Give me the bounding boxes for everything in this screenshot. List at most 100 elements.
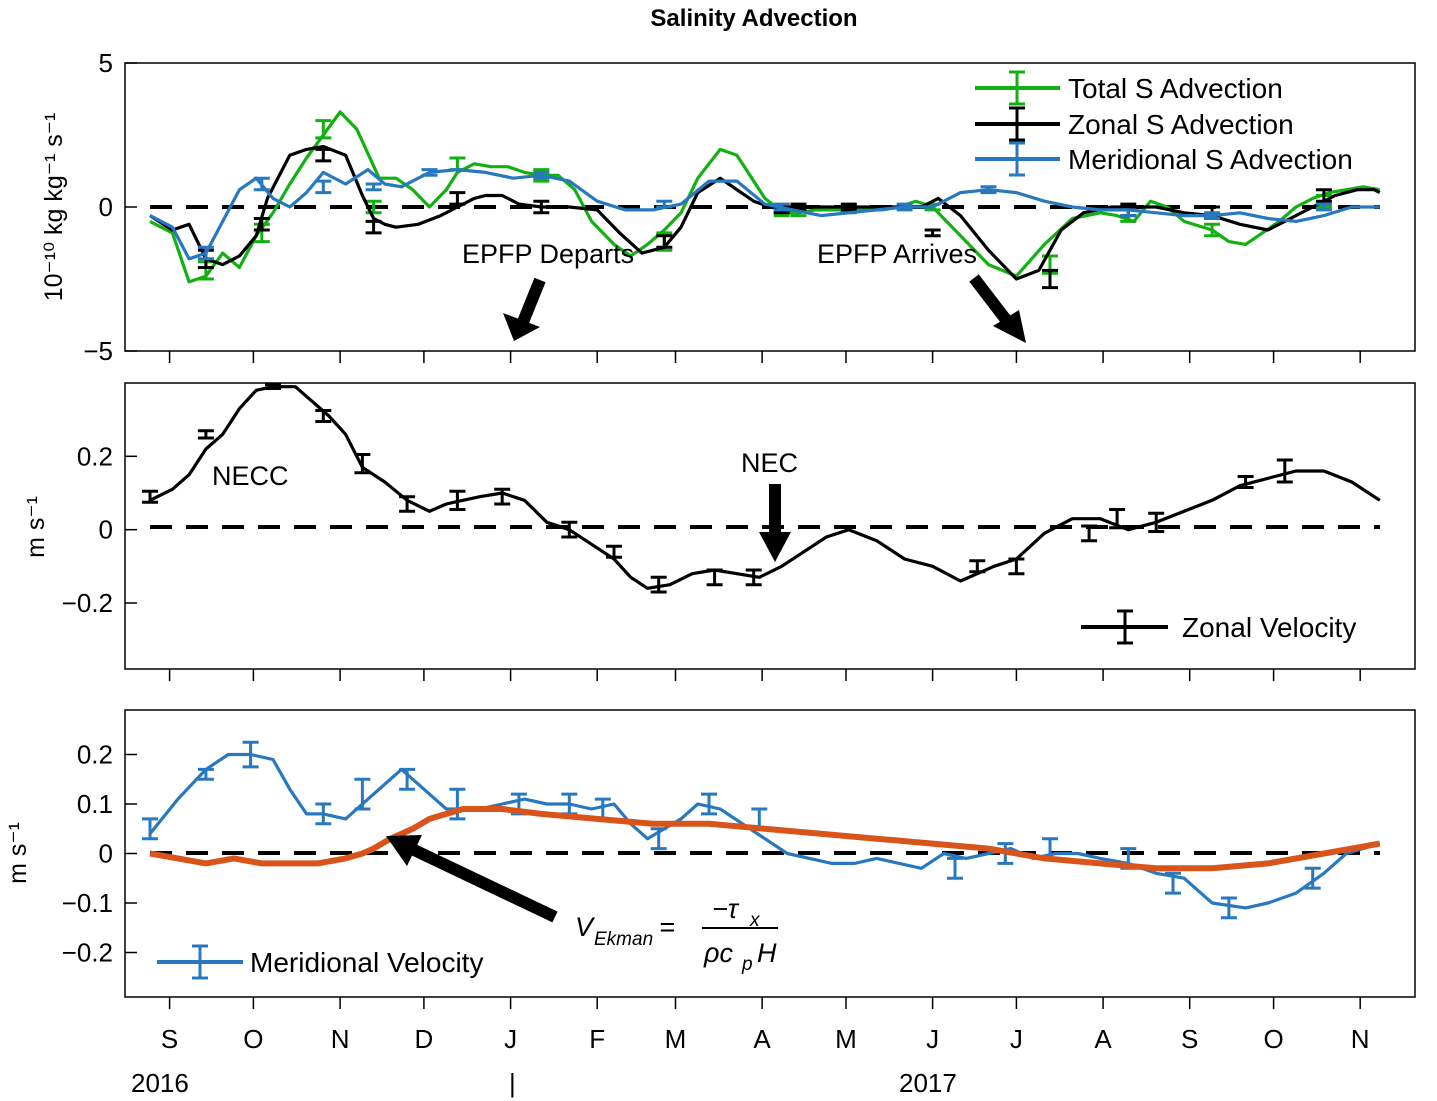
panel-3-series-0-errorbar-4 [354, 777, 371, 811]
panel-2-series-0-errorbar-15 [1081, 524, 1098, 543]
legend-meridional-velocity-errorbar [192, 944, 208, 980]
panel-1-series-1-line [149, 144, 1381, 281]
panel-3-series-0-errorbar-10 [650, 827, 667, 851]
panel-2-series-0-errorbar-8 [561, 520, 578, 539]
panel-2-series-0-errorbar-5 [399, 495, 416, 513]
month-label-4: J [504, 1024, 517, 1054]
panel-1-legend: Total S Advection Zonal S Advection Meri… [975, 70, 1353, 177]
panel-1-series-2-line [149, 168, 1380, 261]
panel-2-ytick-label-1: 0 [99, 515, 113, 545]
panel-1-series-2-errorbar-4 [421, 168, 438, 177]
ekman-denominator-rho-c: ρc [703, 938, 733, 968]
arrow-ekman [386, 835, 558, 923]
panel-2-frame [124, 382, 1416, 670]
ekman-denominator-h: H [757, 938, 777, 968]
panel-2-series-0-errorbar-9 [606, 544, 622, 559]
arrow-epfp-arrives [969, 274, 1026, 343]
panel-3-series-0-errorbar-19 [1304, 866, 1321, 890]
panel-1-series-2-errorbar-2 [315, 179, 332, 195]
panel-1-series-2-errorbar-7 [773, 202, 790, 212]
panel-1-series-2-errorbar-3 [365, 182, 382, 192]
panel-3-ylabel: m s⁻¹ [4, 822, 32, 884]
panel-2-series-0-errorbar-6 [449, 489, 466, 511]
panel-1-series-2-errorbar-12 [1315, 202, 1332, 212]
annotation-epfp-departs: EPFP Departs [462, 239, 634, 269]
panel-2-series-0-errorbar-13 [969, 559, 986, 574]
panel-3-series-0-errorbar-3 [315, 802, 332, 826]
panel-1-series-2-errorbar-5 [533, 170, 550, 180]
panel-1-series-1-errorbar-10 [924, 228, 941, 238]
panel-2-series-0-errorbar-2 [265, 383, 281, 390]
year-label-2017: 2017 [899, 1068, 957, 1098]
panel-3-series-0-errorbar-0 [142, 817, 158, 841]
panel-3-series-0-errorbar-13 [947, 856, 963, 880]
panel-3-series-1-line [149, 806, 1381, 872]
panel-1-series-1-errorbar-2 [315, 147, 332, 163]
legend-meridional-advection-label: Meridional S Advection [1068, 144, 1353, 175]
ekman-numerator-subscript: x [749, 910, 761, 931]
month-label-8: M [835, 1024, 857, 1054]
legend-zonal-advection-label: Zonal S Advection [1068, 109, 1294, 140]
month-label-2: N [331, 1024, 350, 1054]
month-label-12: S [1181, 1024, 1198, 1054]
panel-2-series-0-errorbar-1 [197, 429, 214, 440]
panel-2-series-0-errorbar-11 [706, 568, 723, 587]
legend-meridional-velocity-label: Meridional Velocity [250, 947, 483, 978]
panel-1-ytick-label-0: −5 [83, 336, 113, 366]
panel-2-ylabel: m s⁻¹ [22, 496, 50, 558]
legend-total-advection-label: Total S Advection [1068, 73, 1283, 104]
axis-ticks: S O N D J F M A M J J A S O N −5 0 5 −0.2 0 0.2 −0.2 −0.1 0 0.1 0… [62, 48, 1370, 1054]
panel-1-series-0-errorbar-2 [315, 119, 332, 140]
panel-2-series-0-errorbar-12 [745, 568, 762, 587]
panel-1-series-2-errorbar-6 [656, 199, 673, 209]
ekman-v-subscript: Ekman [594, 929, 653, 950]
year-separator: | [509, 1068, 516, 1098]
panel-1-series-1-errorbar-14 [1315, 188, 1332, 203]
panel-1-series-1-errorbar-1 [253, 217, 270, 232]
panel-1-series-1-errorbar-9 [840, 202, 857, 212]
panel-1-series-1-errorbar-6 [656, 234, 673, 249]
legend-zonal-velocity-errorbar [1117, 609, 1133, 645]
legend-zonal-advection-errorbar [1009, 106, 1025, 142]
arrow-nec [759, 484, 791, 562]
panel-1-ytick-label-2: 5 [99, 48, 113, 78]
panel-1-series-2-errorbar-0 [197, 245, 214, 261]
year-label-2016: 2016 [131, 1068, 189, 1098]
panel-1-series-0-errorbar-13 [1204, 222, 1221, 238]
ekman-equation: V Ekman = −τ x ρc p H [575, 894, 778, 975]
panel-1-series-0-errorbar-3 [365, 199, 382, 215]
month-label-5: F [589, 1024, 605, 1054]
panel-3-ytick-label-2: 0 [99, 839, 113, 869]
month-label-3: D [415, 1024, 434, 1054]
panel-3-series-0-errorbar-1 [197, 767, 214, 781]
ekman-denominator-subscript: p [741, 954, 753, 975]
month-label-11: A [1094, 1024, 1112, 1054]
month-label-6: M [665, 1024, 687, 1054]
month-label-10: J [1010, 1024, 1023, 1054]
annotation-necc: NECC [212, 461, 289, 491]
panel-3-series-0-errorbar-17 [1165, 871, 1181, 895]
panel-3-ytick-label-1: −0.1 [62, 888, 113, 918]
panel-1-series-1-errorbar-5 [533, 199, 550, 215]
panel-1-series-1-errorbar-3 [365, 219, 382, 235]
panel-3-series-0-errorbar-2 [242, 740, 259, 769]
annotation-epfp-arrives: EPFP Arrives [817, 239, 977, 269]
panel-3-ytick-label-0: −0.2 [62, 938, 113, 968]
panel-1-series-2-errorbar-9 [980, 185, 997, 195]
legend-zonal-velocity-label: Zonal Velocity [1182, 612, 1356, 643]
panel-2-series-0-errorbar-10 [650, 575, 667, 594]
panel-3-ytick-label-3: 0.1 [77, 789, 113, 819]
panel-1-series-2-errorbar-10 [1120, 208, 1137, 218]
panel-2-ytick-label-2: 0.2 [77, 441, 113, 471]
panel-2-ytick-label-0: −0.2 [62, 588, 113, 618]
month-label-1: O [243, 1024, 263, 1054]
panel-2-series-0-errorbar-17 [1148, 511, 1165, 533]
panel-3-ytick-label-4: 0.2 [77, 740, 113, 770]
panel-3-legend: Meridional Velocity [157, 944, 483, 980]
panel-2-series-0-errorbar-3 [315, 409, 332, 423]
panel-2-series-0-errorbar-16 [1109, 508, 1126, 530]
panel-2-series-0-errorbar-19 [1276, 458, 1293, 484]
month-label-13: O [1263, 1024, 1283, 1054]
